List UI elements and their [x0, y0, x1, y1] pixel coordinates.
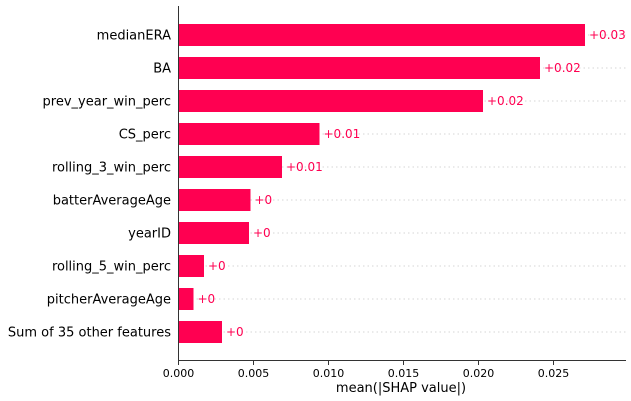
feature-label: rolling_3_win_perc	[52, 161, 171, 176]
bar	[178, 57, 540, 79]
value-label: +0	[226, 325, 244, 339]
feature-label: pitcherAverageAge	[47, 293, 171, 308]
feature-label: CS_perc	[119, 128, 171, 143]
value-label: +0.02	[544, 61, 581, 75]
feature-label: medianERA	[97, 29, 171, 44]
x-tick-label: 0.025	[538, 367, 570, 380]
value-label: +0	[253, 226, 271, 240]
feature-label: rolling_5_win_perc	[52, 260, 171, 275]
value-label: +0.01	[286, 160, 323, 174]
value-label: +0	[198, 292, 216, 306]
bar	[178, 24, 585, 46]
bar	[178, 156, 282, 178]
feature-label: batterAverageAge	[53, 194, 171, 209]
bar	[178, 321, 222, 343]
x-tick-label: 0.010	[313, 367, 345, 380]
feature-label: prev_year_win_perc	[43, 95, 171, 110]
value-labels: +0.03 +0.02 +0.02 +0.01 +0.01 +0 +0 +0 +0 +0	[198, 28, 626, 339]
x-tick-label: 0.005	[238, 367, 270, 380]
x-tick-label: 0.015	[388, 367, 420, 380]
feature-label: yearID	[128, 227, 171, 242]
value-label: +0.03	[589, 28, 626, 42]
bar	[178, 288, 194, 310]
x-axis-title: mean(|SHAP value|)	[336, 381, 466, 396]
feature-label: BA	[153, 62, 171, 77]
bar	[178, 189, 251, 211]
x-axis-ticks: 0.000 0.005 0.010 0.015 0.020 0.025	[163, 361, 570, 380]
value-label: +0.01	[324, 127, 361, 141]
row-guide-lines	[178, 34, 626, 333]
bar	[178, 90, 483, 112]
feature-labels: medianERA BA prev_year_win_perc CS_percroll…	[8, 29, 171, 341]
bar	[178, 222, 249, 244]
bar	[178, 255, 204, 277]
bar	[178, 123, 320, 145]
feature-label: Sum of 35 other features	[8, 326, 171, 341]
value-label: +0.02	[487, 94, 524, 108]
value-label: +0	[255, 193, 273, 207]
x-tick-label: 0.020	[463, 367, 495, 380]
value-label: +0	[208, 259, 226, 273]
x-tick-label: 0.000	[163, 367, 195, 380]
bars	[178, 24, 585, 343]
